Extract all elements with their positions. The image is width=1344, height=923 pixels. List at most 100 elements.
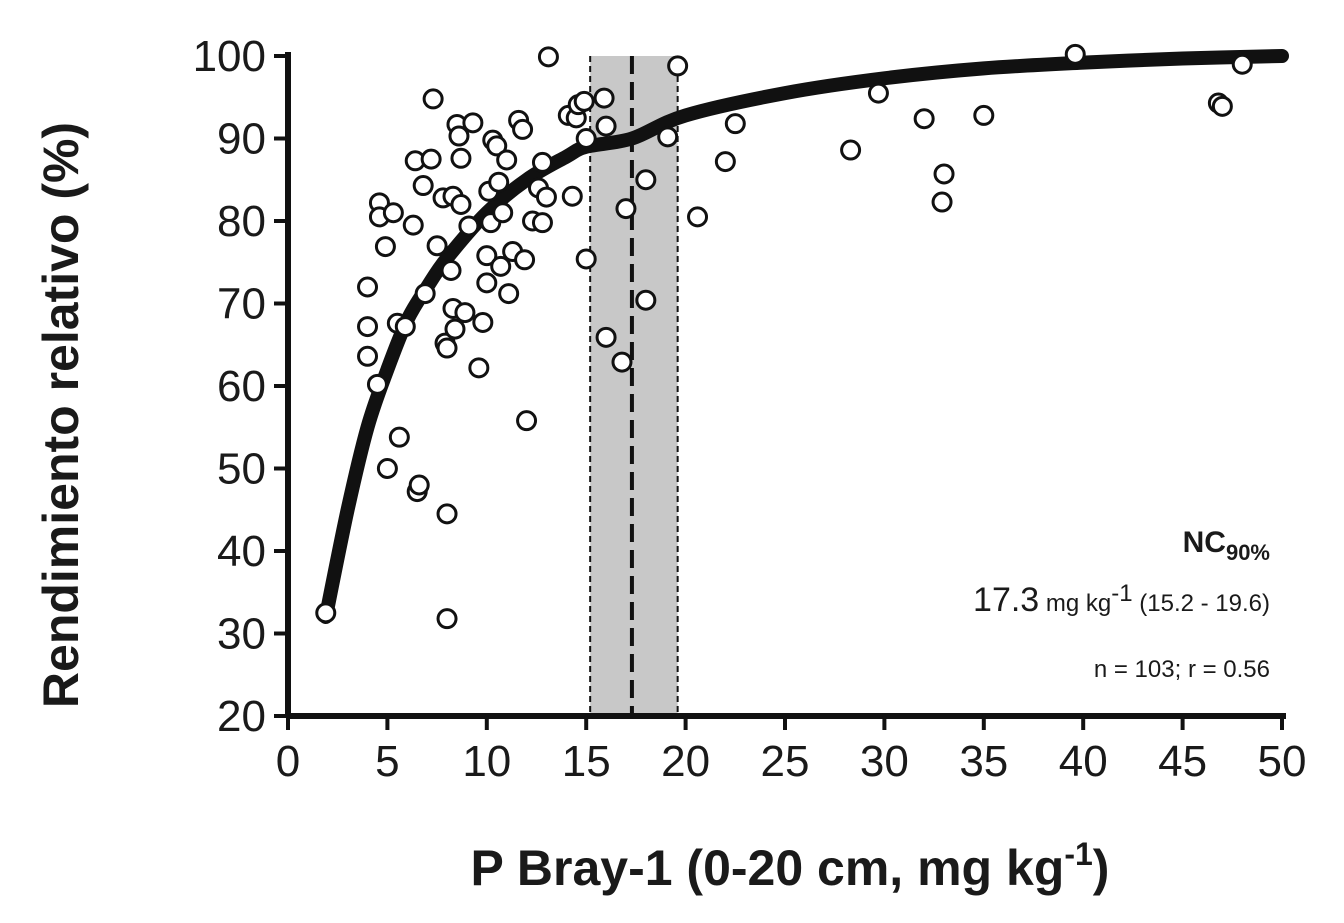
y-tick-label: 70 <box>217 280 266 329</box>
data-point <box>426 235 448 257</box>
data-point <box>476 272 498 294</box>
data-point <box>408 474 430 496</box>
data-point <box>462 112 484 134</box>
data-point <box>458 215 480 237</box>
data-point <box>472 311 494 333</box>
data-point <box>913 108 935 130</box>
data-point <box>1211 95 1233 117</box>
data-point <box>488 171 510 193</box>
y-tick-label: 90 <box>217 115 266 164</box>
data-point <box>575 248 597 270</box>
data-point <box>615 198 637 220</box>
data-point <box>1064 43 1086 65</box>
data-point <box>595 115 617 137</box>
data-point <box>973 104 995 126</box>
data-point <box>516 410 538 432</box>
data-point <box>531 212 553 234</box>
x-tick-label: 45 <box>1158 737 1207 786</box>
data-point <box>667 55 689 77</box>
data-point <box>1231 53 1253 75</box>
x-tick-label: 35 <box>959 737 1008 786</box>
data-point <box>724 113 746 135</box>
x-tick-label: 15 <box>562 737 611 786</box>
data-point <box>440 260 462 281</box>
data-point <box>486 135 508 157</box>
axes-layer: 0 5 10 15 20 25 30 35 40 45 50 20 30 40 50 60 70 80 90 100 <box>193 32 1307 786</box>
data-point <box>575 128 597 149</box>
data-point <box>454 302 476 324</box>
data-point <box>593 87 615 109</box>
data-point <box>657 126 679 148</box>
data-point <box>444 318 466 340</box>
data-point <box>315 602 337 624</box>
data-point <box>611 351 633 373</box>
confidence-band-layer <box>589 56 679 716</box>
x-axis-title: P Bray-1 (0-20 cm, mg kg-1) <box>471 836 1110 896</box>
data-point <box>933 163 955 185</box>
data-point <box>376 458 398 479</box>
stats-annotation: n = 103; r = 0.56 <box>1094 656 1270 683</box>
data-point <box>635 289 657 311</box>
y-tick-label: 50 <box>217 445 266 494</box>
y-tick-label: 40 <box>217 527 266 576</box>
fit-curve <box>318 49 1289 624</box>
y-tick-label: 100 <box>193 32 266 81</box>
data-point <box>561 185 583 207</box>
data-point <box>512 118 534 140</box>
data-point <box>531 151 553 173</box>
data-point <box>357 345 379 367</box>
data-point <box>931 191 953 213</box>
y-axis-title: Rendimiento relativo (%) <box>33 122 89 708</box>
data-point <box>573 90 595 112</box>
data-point <box>436 337 458 359</box>
data-point <box>867 82 889 104</box>
data-point <box>635 169 657 191</box>
x-tick-label: 5 <box>375 737 399 786</box>
data-point <box>388 426 410 448</box>
data-point <box>402 214 424 236</box>
data-point <box>490 255 512 277</box>
data-point <box>492 202 514 224</box>
data-point <box>394 316 416 338</box>
data-point <box>374 236 396 258</box>
y-tick-label: 20 <box>217 692 266 741</box>
data-point <box>412 175 434 197</box>
critical-level-value: 17.3 mg kg-1 (15.2 - 19.6) <box>973 580 1270 619</box>
critical-level-label: NC90% <box>1183 526 1270 565</box>
data-point <box>450 147 472 169</box>
data-point <box>537 46 559 68</box>
data-point <box>422 88 444 110</box>
data-point <box>476 245 498 267</box>
data-point <box>468 357 490 379</box>
data-point <box>535 186 557 208</box>
data-point <box>498 283 520 305</box>
data-point <box>357 276 379 298</box>
data-point <box>496 149 518 171</box>
data-points-layer <box>315 43 1253 630</box>
data-point <box>714 151 736 173</box>
x-tick-label: 20 <box>661 737 710 786</box>
x-tick-label: 30 <box>860 737 909 786</box>
x-tick-label: 10 <box>462 737 511 786</box>
x-tick-label: 0 <box>276 737 300 786</box>
data-point <box>450 194 472 215</box>
data-point <box>414 283 436 305</box>
data-point <box>687 206 709 228</box>
data-point <box>420 148 442 170</box>
data-point <box>357 316 379 338</box>
y-tick-label: 30 <box>217 610 266 659</box>
y-tick-label: 80 <box>217 197 266 246</box>
fit-curve-layer <box>318 49 1289 624</box>
data-point <box>436 608 458 630</box>
data-point <box>595 326 617 348</box>
x-tick-label: 25 <box>761 737 810 786</box>
data-point <box>436 503 458 525</box>
data-point <box>366 373 388 395</box>
x-tick-label: 50 <box>1258 737 1307 786</box>
data-point <box>382 202 404 224</box>
y-tick-label: 60 <box>217 362 266 411</box>
data-point <box>448 125 470 147</box>
x-tick-label: 40 <box>1059 737 1108 786</box>
data-point <box>840 139 862 161</box>
